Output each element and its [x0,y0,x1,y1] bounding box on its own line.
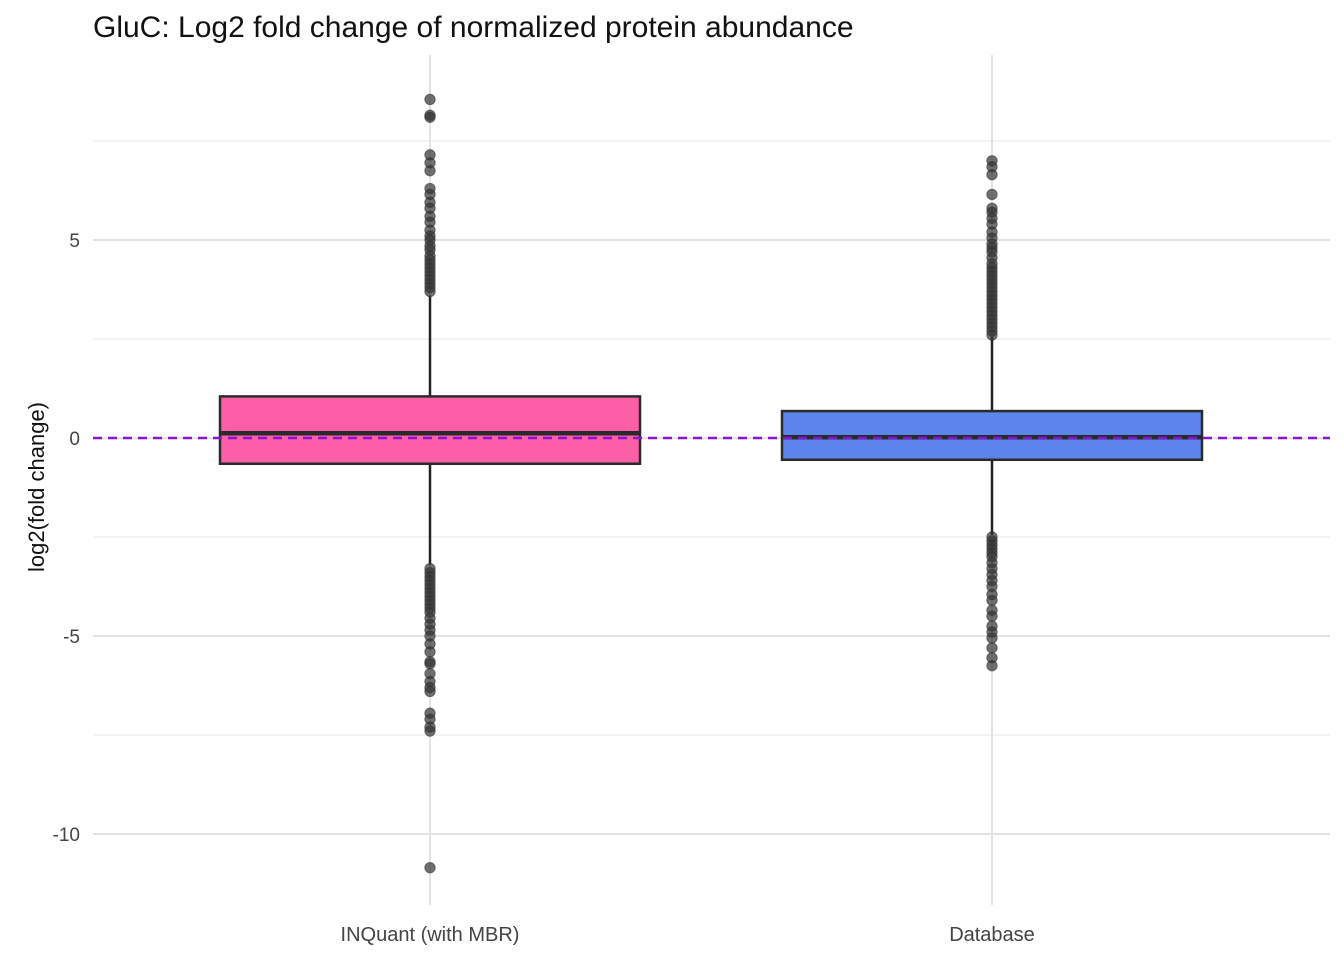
outlier-point [986,610,998,622]
outlier-point [424,725,436,737]
outlier-point [986,329,998,341]
grid-lines [93,55,1330,905]
outlier-point [424,285,436,298]
outlier-point [424,111,436,123]
box-group [780,155,1204,672]
outlier-point [424,93,436,106]
outlier-point [986,660,998,672]
outlier-point [424,861,436,874]
x-tick-label: Database [949,924,1035,946]
outlier-point [986,188,998,201]
outlier-point [986,594,998,607]
x-tick-labels: INQuant (with MBR) Database [341,924,1035,946]
outlier-point [424,165,436,177]
outlier-point [986,642,998,654]
box-group [218,93,642,874]
y-tick-label: -10 [53,825,80,846]
y-axis-label: log2(fold change) [24,402,49,572]
outlier-point [424,646,436,658]
outlier-point [986,168,998,181]
outlier-point [424,685,436,698]
outlier-point [424,658,436,670]
y-tick-label: 0 [69,429,80,450]
chart-title: GluC: Log2 fold change of normalized pro… [93,11,854,44]
y-tick-labels: -10 -5 0 5 [53,231,80,846]
y-tick-label: -5 [63,627,80,648]
boxes [218,93,1204,874]
x-tick-label: INQuant (with MBR) [341,924,520,946]
outlier-point [986,632,998,644]
box-body [218,395,642,465]
y-tick-label: 5 [69,231,80,252]
